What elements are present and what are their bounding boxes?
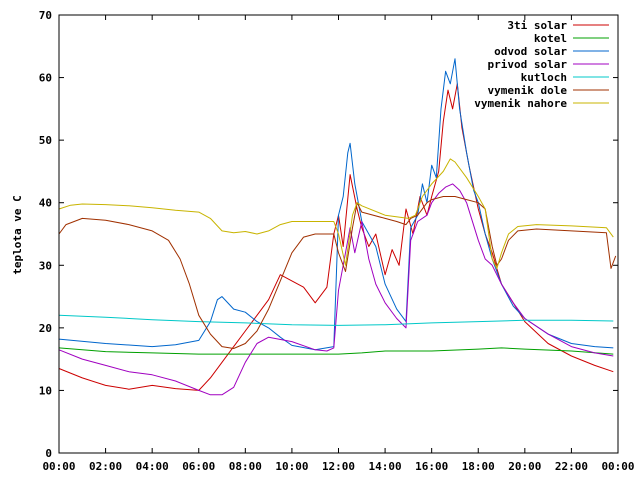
series-line-3	[58, 58, 614, 351]
x-tick-label: 10:00	[275, 460, 308, 473]
legend-label: privod solar	[488, 58, 568, 71]
x-tick-label: 20:00	[508, 460, 541, 473]
series-line-7	[58, 158, 614, 269]
x-tick-label: 02:00	[89, 460, 122, 473]
y-tick-label: 70	[39, 9, 52, 22]
series-line-2	[58, 347, 614, 355]
y-axis-label: teplota ve C	[11, 195, 24, 274]
legend-label: vymenik dole	[488, 84, 568, 97]
x-tick-label: 18:00	[462, 460, 495, 473]
legend-label: odvod solar	[494, 45, 567, 58]
y-tick-label: 60	[39, 72, 52, 85]
series-line-5	[58, 314, 614, 326]
y-tick-label: 50	[39, 134, 52, 147]
y-tick-label: 20	[39, 322, 52, 335]
x-tick-label: 12:00	[322, 460, 355, 473]
y-tick-label: 30	[39, 259, 52, 272]
x-tick-label: 06:00	[182, 460, 215, 473]
legend-label: 3ti solar	[507, 19, 567, 32]
x-tick-label: 00:00	[42, 460, 75, 473]
x-tick-label: 04:00	[136, 460, 169, 473]
x-tick-labels: 00:00 02:00 04:00 06:00 08:00 10:00 12:00 14:00…	[42, 460, 634, 473]
plot-lines	[58, 58, 617, 396]
y-tick-label: 40	[39, 197, 52, 210]
x-tick-label: 08:00	[229, 460, 262, 473]
series-line-4	[58, 183, 614, 396]
x-tick-label: 00:00	[601, 460, 634, 473]
y-tick-labels: 0 10 20 30 40 50 60 70	[39, 9, 52, 460]
axis-ticks	[58, 14, 619, 454]
legend-label: kotel	[534, 32, 567, 45]
legend-label: vymenik nahore	[474, 97, 567, 110]
x-tick-label: 14:00	[369, 460, 402, 473]
x-tick-label: 16:00	[415, 460, 448, 473]
y-tick-label: 10	[39, 384, 52, 397]
series-line-1	[58, 83, 614, 391]
legend-label: kutloch	[521, 71, 567, 84]
x-tick-label: 22:00	[555, 460, 588, 473]
y-tick-label: 0	[45, 447, 52, 460]
